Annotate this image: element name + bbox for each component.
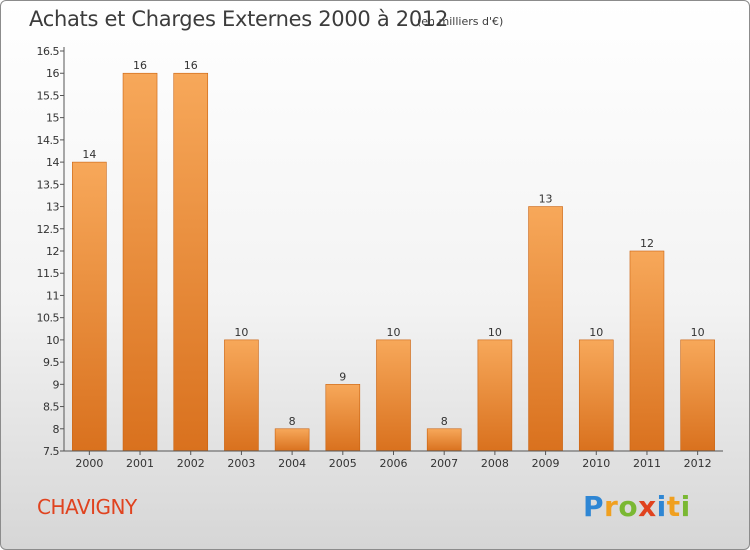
y-tick-label: 9.5 (43, 356, 59, 369)
x-tick-label: 2003 (227, 457, 255, 470)
x-tick-label: 2009 (532, 457, 560, 470)
y-tick-label: 13.5 (37, 178, 60, 191)
logo-letter: i (680, 490, 691, 523)
bar (173, 72, 209, 452)
y-tick-label: 10 (46, 334, 59, 347)
chart-subtitle: (en milliers d'€) (417, 15, 504, 28)
x-tick-label: 2011 (633, 457, 661, 470)
y-tick-label: 14 (46, 156, 59, 169)
x-tick-label: 2004 (278, 457, 306, 470)
bar (578, 339, 614, 452)
bar (680, 339, 715, 452)
logo-letter: t (666, 490, 681, 523)
proxiti-logo: Proxiti (583, 490, 691, 523)
logo-letter: x (638, 490, 657, 523)
bar (122, 72, 158, 452)
y-tick-label: 12 (46, 245, 59, 258)
bar (376, 339, 411, 452)
x-tick-label: 2006 (380, 457, 408, 470)
bar-value-label: 14 (82, 148, 96, 161)
bar (274, 428, 310, 452)
bar-value-label: 9 (339, 370, 346, 383)
bar (426, 428, 462, 452)
y-tick-label: 10.5 (37, 312, 60, 325)
y-tick-label: 16 (46, 67, 59, 80)
x-tick-label: 2002 (177, 457, 205, 470)
bar (72, 161, 107, 452)
bar-value-label: 10 (589, 326, 603, 339)
x-tick-label: 2001 (126, 457, 154, 470)
axes-layer: 2000 2001 2002 2003 2004 2005 2006 2007 2008 2009… (37, 45, 723, 470)
x-tick-label: 2000 (75, 457, 103, 470)
y-tick-label: 13 (46, 201, 59, 214)
bar-value-label: 8 (441, 415, 448, 428)
bar-value-label: 10 (387, 326, 401, 339)
y-tick-label: 7.5 (43, 445, 59, 458)
bar (224, 339, 259, 452)
logo-letter: o (618, 490, 639, 523)
bar (477, 339, 513, 452)
bar-value-label: 16 (184, 59, 198, 72)
bars-layer: 14 16 16 10 8 9 10 8 10 13 10 12 10 (72, 59, 715, 452)
y-tick-label: 14.5 (37, 134, 60, 147)
bar-value-label: 13 (539, 193, 553, 206)
x-tick-label: 2007 (430, 457, 458, 470)
y-tick-label: 11 (46, 289, 59, 302)
x-tick-label: 2012 (684, 457, 712, 470)
y-tick-label: 11.5 (37, 267, 60, 280)
y-tick-label: 9 (53, 378, 60, 391)
x-tick-label: 2008 (481, 457, 509, 470)
y-tick-label: 8 (53, 423, 60, 436)
bar-value-label: 10 (488, 326, 502, 339)
x-tick-label: 2005 (329, 457, 357, 470)
y-tick-label: 8.5 (43, 401, 59, 414)
logo-letter: P (583, 490, 605, 523)
bar-value-label: 16 (133, 59, 147, 72)
bar (629, 250, 665, 452)
chart-title: Achats et Charges Externes 2000 à 2012 (29, 7, 449, 31)
logo-letter: r (604, 490, 619, 523)
logo-letter: i (656, 490, 667, 523)
bar-value-label: 8 (289, 415, 296, 428)
y-tick-label: 15 (46, 112, 59, 125)
bar-value-label: 10 (234, 326, 248, 339)
bar-value-label: 10 (691, 326, 705, 339)
bar (325, 384, 361, 452)
x-tick-label: 2010 (582, 457, 610, 470)
y-tick-label: 12.5 (37, 223, 60, 236)
y-tick-label: 16.5 (37, 45, 60, 58)
bar (528, 206, 563, 452)
y-tick-label: 15.5 (37, 89, 60, 102)
bar-value-label: 12 (640, 237, 654, 250)
commune-name: CHAVIGNY (37, 495, 137, 519)
